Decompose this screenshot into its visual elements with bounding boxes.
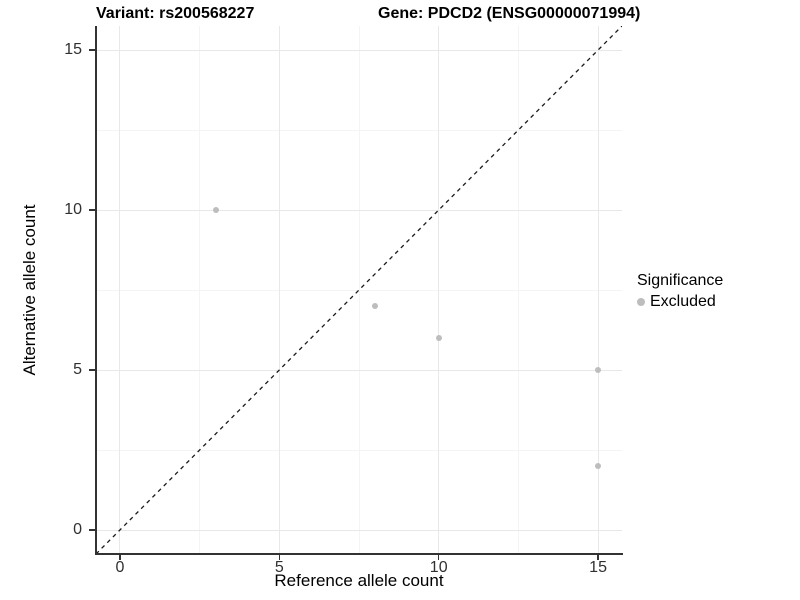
- x-axis-tick: [278, 554, 281, 560]
- grid-major-v: [597, 26, 599, 554]
- y-axis-title: Alternative allele count: [20, 204, 39, 376]
- x-tick-label: 15: [589, 559, 607, 576]
- grid-major-h: [96, 49, 622, 51]
- grid-major-h: [96, 209, 622, 211]
- legend-item-label: Excluded: [650, 293, 716, 310]
- legend-point-marker-icon: [637, 298, 645, 306]
- grid-minor-v: [517, 26, 519, 554]
- x-tick-label: 5: [274, 559, 284, 576]
- x-axis-tick: [597, 554, 599, 560]
- x-axis-title: Reference allele count: [274, 571, 444, 590]
- x-axis-tick: [119, 554, 121, 560]
- grid-minor-h: [96, 289, 622, 291]
- x-axis-tick: [437, 554, 440, 560]
- x-tick-label: 10: [429, 559, 448, 576]
- grid-major-v: [438, 26, 440, 554]
- y-tick-label: 5: [73, 361, 82, 378]
- x-axis-line: [95, 553, 623, 555]
- legend-title: Significance: [637, 272, 724, 289]
- y-axis-line: [95, 26, 97, 555]
- data-point: [595, 367, 602, 373]
- data-point: [212, 207, 219, 213]
- legend: Significance Excluded: [637, 272, 723, 311]
- legend-item-excluded: Excluded: [637, 293, 723, 311]
- plot-panel: [96, 26, 622, 554]
- grid-minor-h: [96, 129, 622, 131]
- data-point: [595, 463, 602, 469]
- grid-major-h: [96, 369, 622, 371]
- y-axis-tick: [89, 209, 95, 211]
- plot-title-gene: Gene: PDCD2 (ENSG00000071994): [378, 5, 641, 22]
- y-axis-tick: [89, 529, 95, 531]
- y-axis-tick: [89, 49, 95, 51]
- y-axis-tick: [89, 369, 95, 371]
- data-point: [435, 335, 442, 341]
- grid-major-v: [119, 26, 121, 554]
- identity-dashed-line: [96, 26, 622, 554]
- data-point: [371, 303, 378, 309]
- plot-title-variant: Variant: rs200568227: [96, 5, 255, 22]
- grid-major-v: [278, 26, 280, 554]
- y-tick-label: 10: [64, 201, 82, 218]
- grid-major-h: [96, 529, 622, 531]
- y-tick-label: 0: [73, 521, 82, 538]
- x-tick-label: 0: [115, 559, 125, 576]
- y-tick-label: 15: [64, 41, 82, 58]
